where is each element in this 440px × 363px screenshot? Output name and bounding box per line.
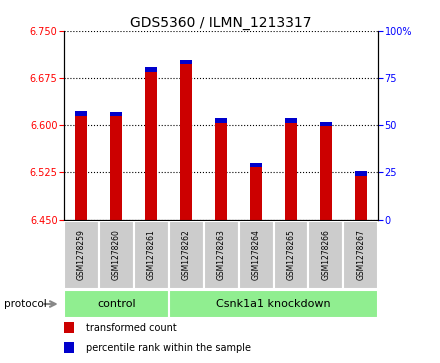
Bar (215, 123, 227, 220)
Bar (169, 290, 378, 318)
Bar (75, 116, 88, 220)
Text: Csnk1a1 knockdown: Csnk1a1 knockdown (216, 299, 331, 309)
Bar (355, 171, 367, 176)
Bar (64, 290, 169, 318)
Bar (355, 176, 367, 220)
Bar (250, 167, 262, 220)
Text: GSM1278261: GSM1278261 (147, 230, 156, 280)
Text: GSM1278264: GSM1278264 (252, 229, 260, 281)
Bar (169, 221, 204, 289)
Bar (64, 342, 74, 354)
Text: GSM1278259: GSM1278259 (77, 229, 86, 281)
Text: GSM1278260: GSM1278260 (112, 229, 121, 281)
Bar (274, 221, 308, 289)
Bar (250, 163, 262, 167)
Bar (145, 68, 158, 72)
Bar (285, 118, 297, 123)
Bar (308, 221, 344, 289)
Bar (320, 126, 332, 220)
Bar (320, 122, 332, 126)
Bar (134, 221, 169, 289)
Text: control: control (97, 299, 136, 309)
Text: transformed count: transformed count (86, 323, 176, 333)
Text: GSM1278262: GSM1278262 (182, 230, 191, 280)
Bar (344, 221, 378, 289)
Bar (238, 221, 274, 289)
Bar (75, 111, 88, 116)
Text: percentile rank within the sample: percentile rank within the sample (86, 343, 251, 353)
Text: GSM1278263: GSM1278263 (216, 229, 226, 281)
Text: protocol: protocol (4, 299, 47, 309)
Title: GDS5360 / ILMN_1213317: GDS5360 / ILMN_1213317 (130, 16, 312, 30)
Bar (285, 123, 297, 220)
Text: GSM1278266: GSM1278266 (322, 229, 330, 281)
Bar (145, 72, 158, 220)
Bar (110, 117, 122, 220)
Bar (99, 221, 134, 289)
Bar (64, 322, 74, 333)
Bar (180, 64, 192, 220)
Bar (180, 60, 192, 64)
Bar (215, 118, 227, 123)
Bar (204, 221, 238, 289)
Text: GSM1278267: GSM1278267 (356, 229, 366, 281)
Bar (110, 112, 122, 117)
Bar (64, 221, 99, 289)
Text: GSM1278265: GSM1278265 (286, 229, 296, 281)
